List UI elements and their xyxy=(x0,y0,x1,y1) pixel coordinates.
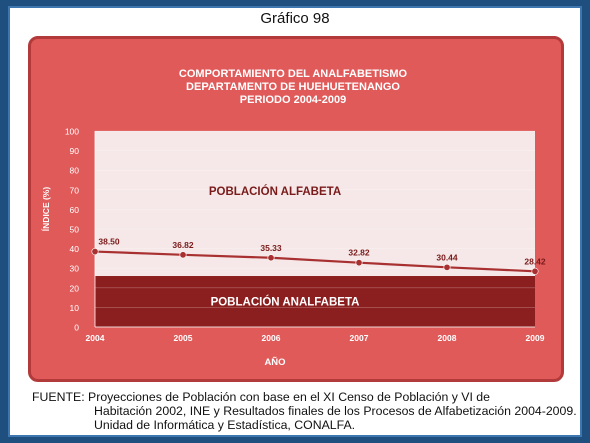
x-tick-label: 2009 xyxy=(526,333,545,343)
y-tick-label: 10 xyxy=(70,303,80,313)
data-label: 32.82 xyxy=(348,248,370,258)
plot-area-lower xyxy=(95,276,535,327)
source-line-2: Habitación 2002, INE y Resultados finale… xyxy=(94,404,577,418)
x-tick-label: 2006 xyxy=(262,333,281,343)
data-label: 36.82 xyxy=(172,240,194,250)
data-point xyxy=(531,267,539,275)
y-tick-label: 80 xyxy=(70,166,80,176)
data-label: 38.50 xyxy=(98,237,120,247)
y-tick-label: 60 xyxy=(70,205,80,215)
y-tick-label: 50 xyxy=(70,225,80,235)
data-label: 30.44 xyxy=(436,252,458,262)
series-line xyxy=(94,250,536,273)
y-tick-label: 90 xyxy=(70,146,80,156)
data-point xyxy=(355,259,363,267)
y-tick-label: 30 xyxy=(70,264,80,274)
chart-title-line: DEPARTAMENTO DE HUEHUETENANGO xyxy=(186,81,400,93)
y-tick-label: 0 xyxy=(74,323,79,333)
source-line-3: Unidad de Informática y Estadística, CON… xyxy=(94,418,356,432)
x-axis-title: AÑO xyxy=(264,357,285,368)
chart-svg: COMPORTAMIENTO DEL ANALFABETISMODEPARTAM… xyxy=(41,68,546,368)
page-frame: Gráfico 98 COMPORTAMIENTO DEL ANALFABETI… xyxy=(8,6,582,437)
y-tick-label: 40 xyxy=(70,244,80,254)
data-label: 35.33 xyxy=(260,243,282,253)
y-tick-label: 70 xyxy=(70,185,80,195)
data-point xyxy=(179,251,187,259)
x-tick-label: 2008 xyxy=(438,333,457,343)
data-point xyxy=(91,248,99,256)
chart-panel: COMPORTAMIENTO DEL ANALFABETISMO DEPARTAM… xyxy=(28,36,564,382)
data-point xyxy=(267,254,275,262)
x-tick-label: 2007 xyxy=(350,333,369,343)
y-tick-label: 20 xyxy=(70,283,80,293)
source-note: FUENTE: Proyecciones de Población con ba… xyxy=(32,390,590,432)
data-label: 28.42 xyxy=(524,256,546,266)
y-tick-label: 100 xyxy=(65,127,79,137)
chart-title-line: COMPORTAMIENTO DEL ANALFABETISMO xyxy=(179,68,408,80)
source-line-1: FUENTE: Proyecciones de Población con ba… xyxy=(32,390,490,404)
x-tick-label: 2005 xyxy=(174,333,193,343)
y-axis-title: ÍNDICE (%) xyxy=(41,187,51,232)
chart-title-line: PERIODO 2004-2009 xyxy=(240,94,346,106)
band-label-analfabeta: POBLACIÓN ANALFABETA xyxy=(211,296,360,309)
band-label-alfabeta: POBLACIÓN ALFABETA xyxy=(209,185,341,198)
figure-title: Gráfico 98 xyxy=(260,10,330,27)
x-tick-label: 2004 xyxy=(86,333,105,343)
plot-area-upper xyxy=(95,131,535,277)
data-point xyxy=(443,263,451,271)
